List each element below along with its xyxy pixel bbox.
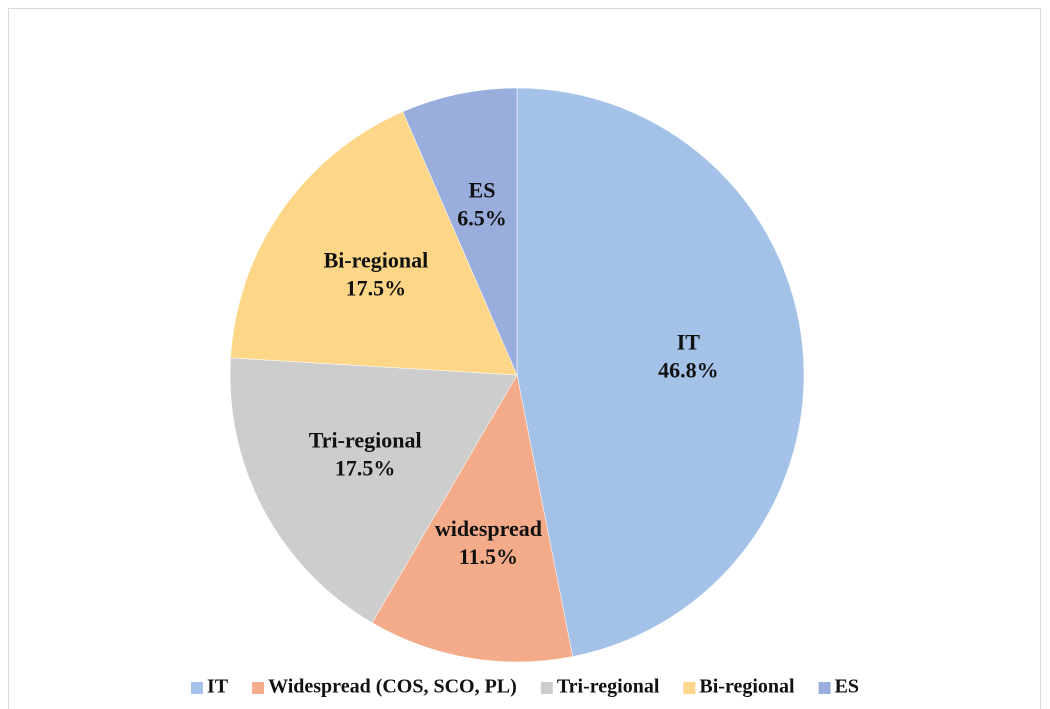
chart-frame bbox=[8, 8, 1041, 709]
slice-value-label: 17.5% bbox=[346, 275, 407, 300]
legend-label: Bi-regional bbox=[699, 676, 795, 698]
pie-slice bbox=[402, 87, 518, 376]
slice-label: widespread bbox=[435, 516, 542, 541]
legend-swatch bbox=[818, 682, 831, 694]
slice-label: Bi-regional bbox=[324, 247, 429, 272]
legend-label: Tri-regional bbox=[557, 676, 660, 698]
slice-label: ES bbox=[469, 177, 496, 202]
legend-label: IT bbox=[207, 676, 229, 698]
slice-label: Tri-regional bbox=[309, 427, 422, 452]
pie-slice bbox=[229, 357, 518, 624]
legend-swatch bbox=[683, 682, 696, 694]
legend-swatch bbox=[190, 682, 203, 694]
slice-value-label: 6.5% bbox=[457, 205, 507, 230]
legend: IT Widespread (COS, SCO, PL) Tri-regional B… bbox=[190, 676, 859, 698]
slice-value-label: 46.8% bbox=[658, 357, 719, 382]
pie-slice bbox=[230, 111, 518, 376]
pie-slice bbox=[371, 374, 573, 663]
slice-value-label: 11.5% bbox=[459, 544, 518, 569]
pie-slice bbox=[516, 87, 805, 657]
legend-swatch bbox=[540, 682, 553, 694]
slice-value-label: 17.5% bbox=[335, 455, 396, 480]
legend-swatch bbox=[252, 682, 265, 694]
legend-label: Widespread (COS, SCO, PL) bbox=[268, 676, 517, 698]
slice-label: IT bbox=[677, 329, 701, 354]
legend-label: ES bbox=[835, 676, 859, 698]
